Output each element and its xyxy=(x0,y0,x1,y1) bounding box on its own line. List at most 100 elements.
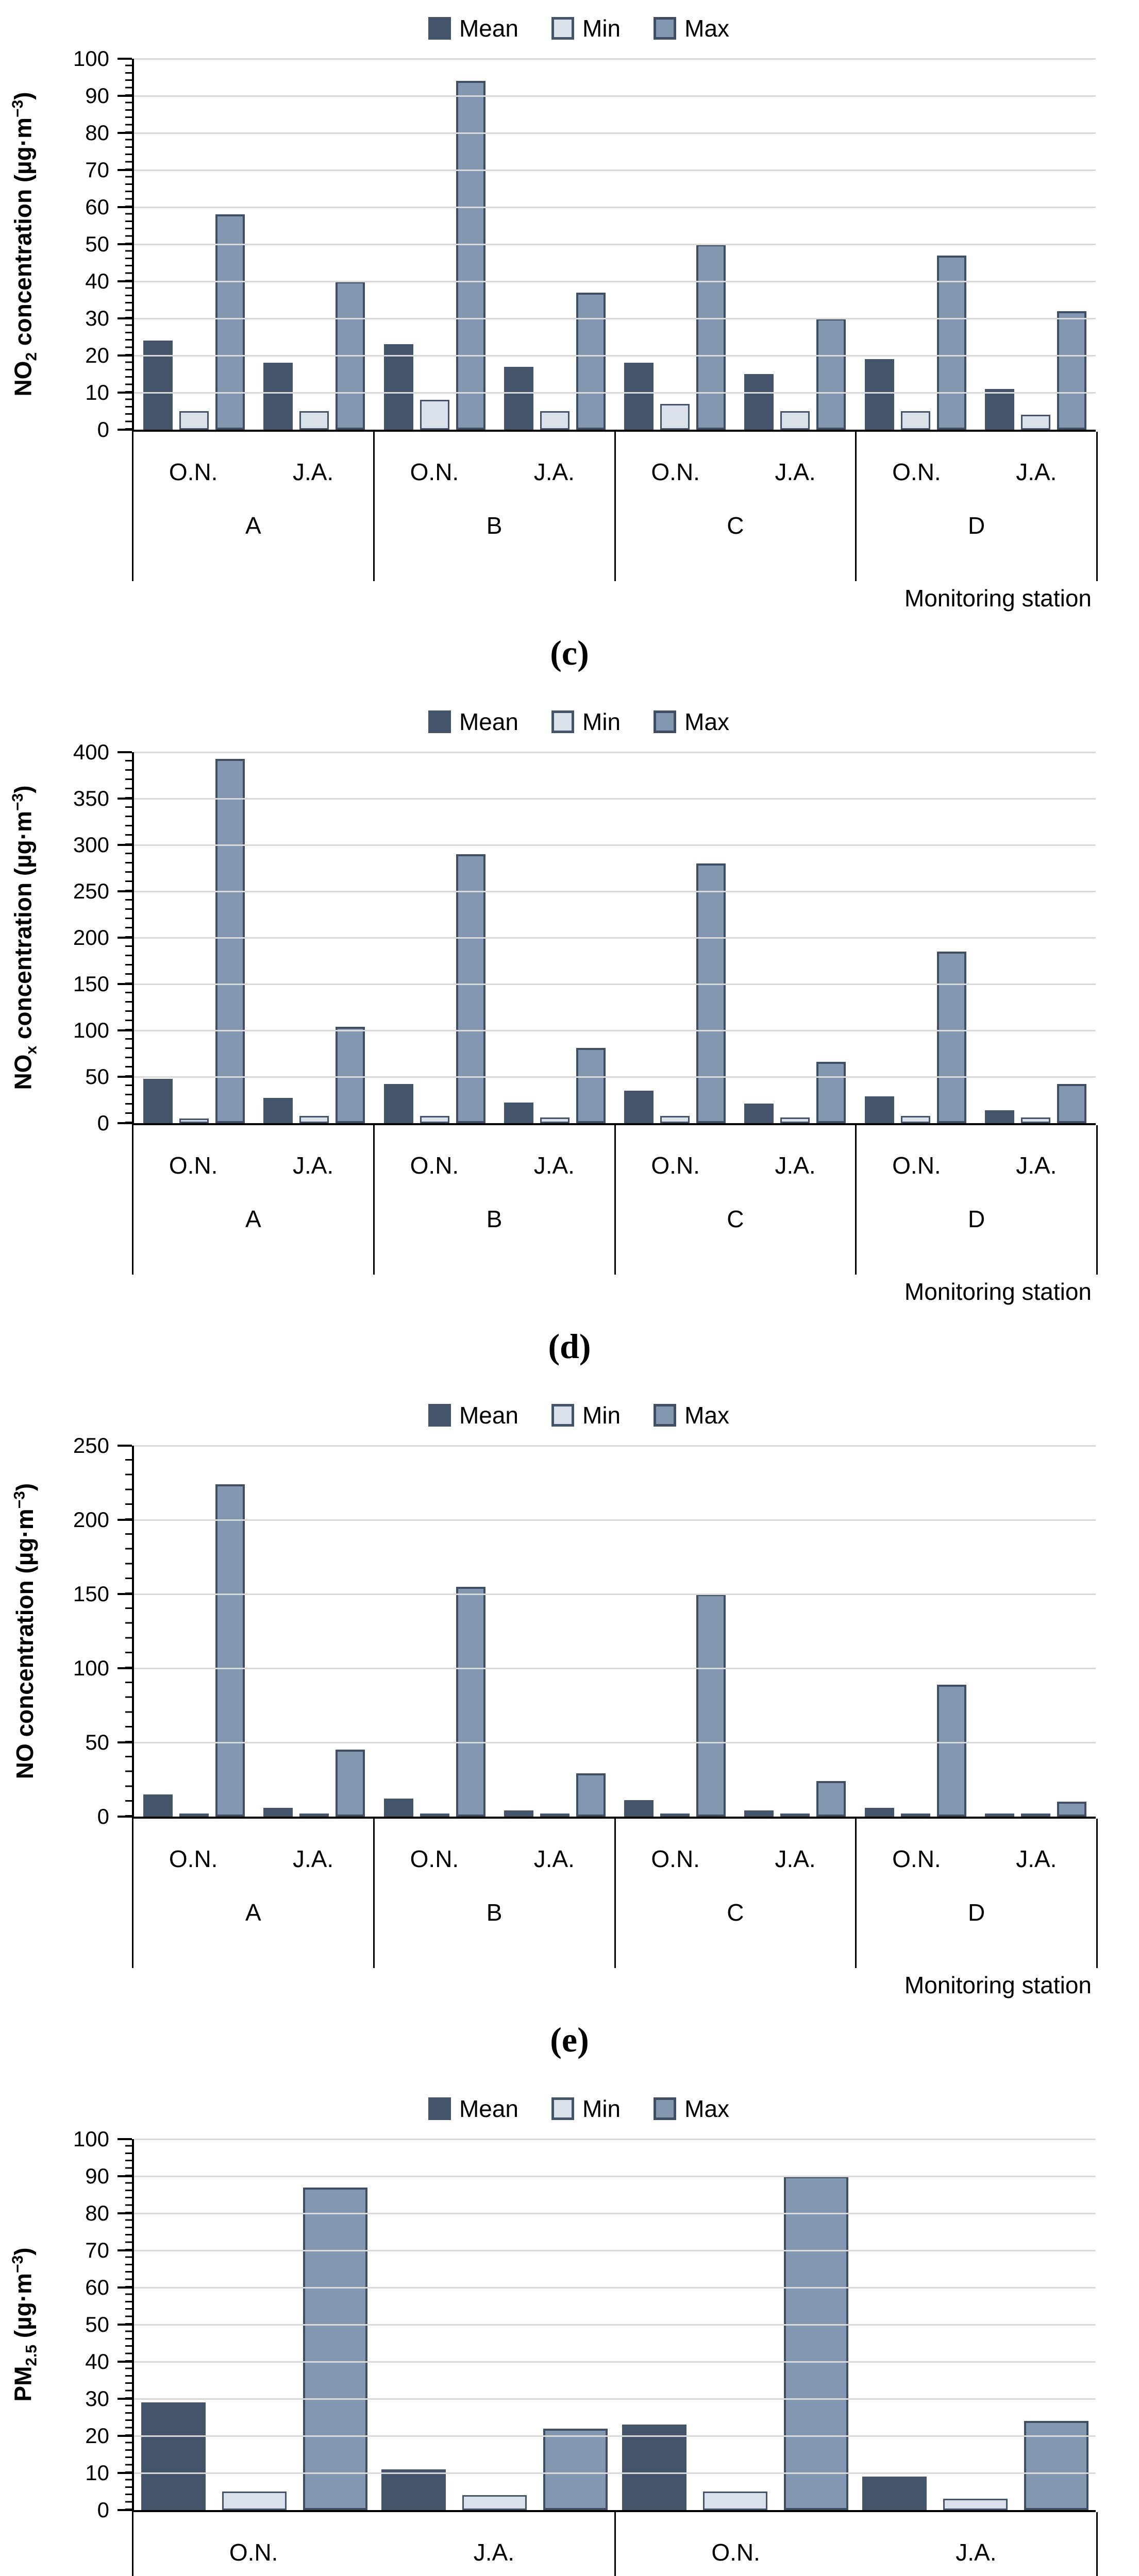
y-axis-major-tick xyxy=(118,429,132,431)
y-axis-tick-label: 350 xyxy=(73,786,109,810)
bar-mean-B-JA xyxy=(504,1810,533,1817)
y-axis-title-part: 2 xyxy=(23,352,40,361)
legend-swatch-mean-icon xyxy=(428,710,451,733)
period-labels: O.N. J.A. xyxy=(616,1819,856,1899)
legend-label: Min xyxy=(582,708,621,735)
legend-swatch-mean-icon xyxy=(428,2097,451,2120)
bar-mean-A-ON xyxy=(143,1078,173,1123)
period-label: O.N. xyxy=(892,1845,941,1872)
panel-label: (d) xyxy=(548,1327,591,1366)
bar-min-C-ON xyxy=(660,1115,690,1123)
y-axis-title-area: NOx concentration (µg·m−3) xyxy=(0,752,49,1123)
gridline xyxy=(134,1445,1096,1447)
gridline xyxy=(134,937,1096,939)
x-axis-title-row: Monitoring station xyxy=(132,584,1098,612)
y-axis-tick-label: 0 xyxy=(97,1111,109,1135)
period-group-B-ON xyxy=(375,59,495,430)
period-group-B-JA xyxy=(495,1446,615,1817)
bars-container xyxy=(134,1446,1096,1817)
gridline xyxy=(134,890,1096,892)
y-axis-title-part: ) xyxy=(9,785,37,793)
gridline xyxy=(134,2138,1096,2140)
chart-panel-c: Mean Min Max NO2 concentration (µg·m−3) 0 1… xyxy=(0,0,1139,693)
y-axis-major-tick xyxy=(118,2212,132,2214)
legend-swatch-max-icon xyxy=(654,2097,677,2120)
station-group-C xyxy=(615,752,856,1123)
legend-swatch-max-icon xyxy=(654,1404,677,1427)
bar-mean-A-JA xyxy=(381,2469,446,2510)
y-axis-title-part: concentration (µg·m xyxy=(9,811,37,1046)
chart-legend: Mean Min Max xyxy=(9,1400,1139,1430)
station-label: A xyxy=(245,1899,261,1926)
legend-item-max: Max xyxy=(654,1403,729,1427)
station-label: C xyxy=(727,512,744,539)
chart-body: PM2.5 (µg·m−3) 0 10 20 30 40 50 60 70 80 90 100 xyxy=(0,2128,1139,2521)
gridline xyxy=(134,1667,1096,1669)
y-axis-title-part: ) xyxy=(11,1483,38,1492)
bar-min-B-ON xyxy=(420,1115,449,1123)
y-axis-major-tick xyxy=(118,2509,132,2511)
bar-max-D-JA xyxy=(1057,1802,1086,1817)
y-axis-tick-label: 90 xyxy=(85,83,109,108)
gridline xyxy=(134,169,1096,171)
station-group-C xyxy=(615,2139,1096,2510)
bar-mean-B-ON xyxy=(383,344,413,430)
gridline xyxy=(134,798,1096,800)
bar-mean-A-JA xyxy=(263,1098,293,1123)
legend-swatch-mean-icon xyxy=(428,17,451,40)
bar-mean-A-ON xyxy=(143,1794,173,1817)
y-axis-tick-label: 200 xyxy=(73,925,109,950)
bars-container xyxy=(134,2139,1096,2510)
y-axis-major-tick xyxy=(118,1122,132,1124)
y-axis-major-tick xyxy=(118,1519,132,1521)
gridline xyxy=(134,243,1096,245)
gridline xyxy=(134,2212,1096,2214)
legend-label: Mean xyxy=(459,1402,519,1429)
gridline xyxy=(134,2472,1096,2474)
y-axis-tick-label: 80 xyxy=(85,2201,109,2225)
legend-item-min: Min xyxy=(551,16,621,40)
bar-min-A-JA xyxy=(462,2495,527,2510)
station-label: B xyxy=(486,1206,502,1232)
y-axis-tick-label: 70 xyxy=(85,2238,109,2262)
legend-label: Mean xyxy=(459,708,519,735)
y-axis-tick-label: 70 xyxy=(85,158,109,182)
y-axis-tick-label: 150 xyxy=(73,972,109,996)
y-axis-tick-label: 10 xyxy=(85,2461,109,2485)
legend-swatch-min-icon xyxy=(551,2097,575,2120)
station-group-B xyxy=(375,1446,615,1817)
bar-max-D-ON xyxy=(936,1684,966,1817)
y-axis-tick-label: 40 xyxy=(85,2349,109,2374)
category-cell-A: O.N. J.A. A xyxy=(132,1125,373,1275)
y-axis-title-area: NO2 concentration (µg·m−3) xyxy=(0,59,49,430)
period-group-C-ON xyxy=(615,2139,856,2510)
legend-label: Max xyxy=(684,708,730,735)
y-axis-tick-label: 20 xyxy=(85,343,109,367)
bar-min-B-JA xyxy=(540,1814,569,1817)
chart-legend: Mean Min Max xyxy=(9,2094,1139,2124)
period-label: J.A. xyxy=(292,1845,334,1872)
bar-min-A-JA xyxy=(299,1814,329,1817)
y-axis-major-tick xyxy=(118,2249,132,2251)
period-label: J.A. xyxy=(775,1151,816,1179)
gridline xyxy=(134,1741,1096,1743)
bar-min-C-ON xyxy=(702,2492,767,2510)
gridline xyxy=(134,317,1096,319)
period-labels: O.N. J.A. xyxy=(133,432,373,512)
station-label: D xyxy=(968,1899,985,1926)
station-group-A xyxy=(134,752,375,1123)
bar-max-A-ON xyxy=(215,214,245,430)
gridline xyxy=(134,95,1096,97)
legend-swatch-mean-icon xyxy=(428,1404,451,1427)
y-axis-major-tick xyxy=(118,1741,132,1743)
bar-min-C-JA xyxy=(780,411,810,430)
bar-max-D-ON xyxy=(936,952,966,1123)
bar-mean-A-JA xyxy=(263,1807,293,1817)
category-cell-C: O.N. J.A. C xyxy=(614,432,856,581)
bar-mean-C-ON xyxy=(624,1800,654,1817)
y-axis-title-part: (µg·m xyxy=(9,2273,37,2345)
x-axis-title: Monitoring station xyxy=(904,585,1092,612)
y-axis-title-part: 2.5 xyxy=(23,2344,40,2366)
y-axis-tick-label: 250 xyxy=(73,1433,109,1458)
x-axis-categories: O.N.J.A.AO.N.J.A.C xyxy=(132,2512,1098,2576)
